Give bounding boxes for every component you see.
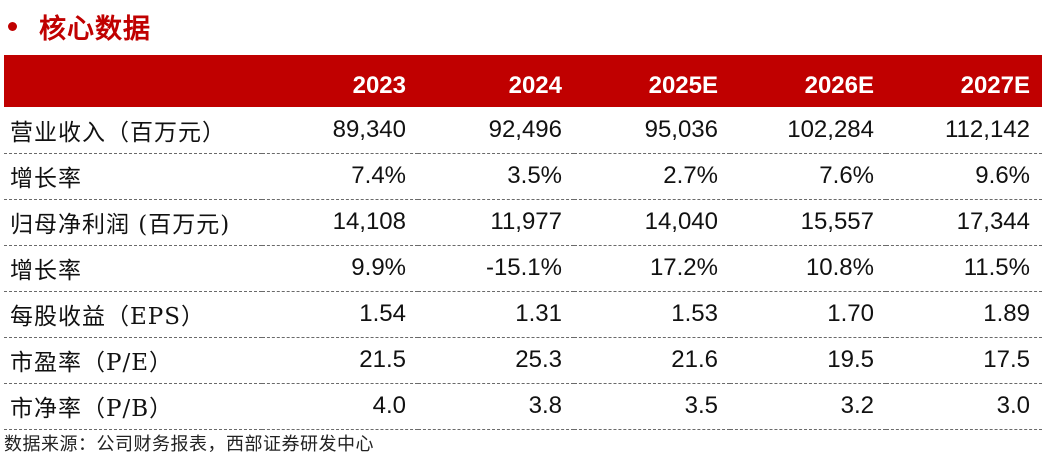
table-row-revenue-growth: 增长率 7.4% 3.5% 2.7% 7.6% 9.6%: [4, 153, 1042, 200]
table-row-net-profit: 归母净利润 (百万元) 14,108 11,977 14,040 15,557 …: [4, 199, 1042, 246]
table-cell: 15,557: [730, 199, 886, 246]
table-cell: 19.5: [730, 337, 886, 384]
row-label: 增长率: [4, 245, 262, 292]
table-cell: 1.31: [418, 291, 574, 338]
header-year-2026e: 2026E: [804, 72, 874, 99]
table-cell: 4.0: [262, 383, 418, 430]
table-cell: 17.5: [886, 337, 1042, 384]
row-label: 市盈率（P/E）: [4, 337, 262, 384]
table-cell: 3.0: [886, 383, 1042, 430]
header-year-2025e: 2025E: [648, 72, 718, 99]
row-label: 每股收益（EPS）: [4, 291, 262, 338]
source-note: 数据来源：公司财务报表，西部证券研发中心: [4, 434, 374, 455]
table-row-pe: 市盈率（P/E） 21.5 25.3 21.6 19.5 17.5: [4, 337, 1042, 384]
row-label: 增长率: [4, 153, 262, 200]
table-cell: 11,977: [418, 199, 574, 246]
table-cell: 11.5%: [886, 245, 1042, 292]
table-header-row: 2023 2024 2025E 2026E 2027E: [4, 55, 1042, 107]
table-cell: 95,036: [574, 107, 730, 154]
table-cell: 112,142: [886, 107, 1042, 154]
table-cell: 1.89: [886, 291, 1042, 338]
table-cell: 10.8%: [730, 245, 886, 292]
table-cell: 21.6: [574, 337, 730, 384]
table-row-profit-growth: 增长率 9.9% -15.1% 17.2% 10.8% 11.5%: [4, 245, 1042, 292]
section-heading: 核心数据: [4, 2, 151, 50]
table-cell: 7.4%: [262, 153, 418, 200]
row-label: 营业收入（百万元）: [4, 107, 262, 154]
table-cell: 17.2%: [574, 245, 730, 292]
table-cell: 3.5%: [418, 153, 574, 200]
table-row-revenue: 营业收入（百万元） 89,340 92,496 95,036 102,284 1…: [4, 107, 1042, 154]
table-cell: 7.6%: [730, 153, 886, 200]
table-cell: 17,344: [886, 199, 1042, 246]
table-row-eps: 每股收益（EPS） 1.54 1.31 1.53 1.70 1.89: [4, 291, 1042, 338]
table-cell: 1.70: [730, 291, 886, 338]
bullet-icon: [8, 21, 17, 31]
header-corner-cell: [4, 55, 262, 107]
section-title: 核心数据: [39, 13, 151, 45]
table-cell: 92,496: [418, 107, 574, 154]
table-cell: -15.1%: [418, 245, 574, 292]
table-cell: 2.7%: [574, 153, 730, 200]
table-cell: 89,340: [262, 107, 418, 154]
table-cell: 3.5: [574, 383, 730, 430]
table-cell: 25.3: [418, 337, 574, 384]
core-data-table: 2023 2024 2025E 2026E 2027E 营业收入（百万元） 89…: [4, 55, 1042, 430]
table-cell: 1.54: [262, 291, 418, 338]
table-cell: 9.6%: [886, 153, 1042, 200]
table-cell: 3.8: [418, 383, 574, 430]
header-year-2027e: 2027E: [960, 72, 1030, 99]
table-cell: 21.5: [262, 337, 418, 384]
table-cell: 1.53: [574, 291, 730, 338]
row-label: 归母净利润 (百万元): [4, 199, 262, 246]
table-cell: 3.2: [730, 383, 886, 430]
header-year-2024: 2024: [508, 72, 562, 99]
table-cell: 14,040: [574, 199, 730, 246]
table-cell: 102,284: [730, 107, 886, 154]
table-cell: 9.9%: [262, 245, 418, 292]
table-row-pb: 市净率（P/B） 4.0 3.8 3.5 3.2 3.0: [4, 383, 1042, 430]
header-year-2023: 2023: [352, 72, 406, 99]
table-cell: 14,108: [262, 199, 418, 246]
row-label: 市净率（P/B）: [4, 383, 262, 430]
